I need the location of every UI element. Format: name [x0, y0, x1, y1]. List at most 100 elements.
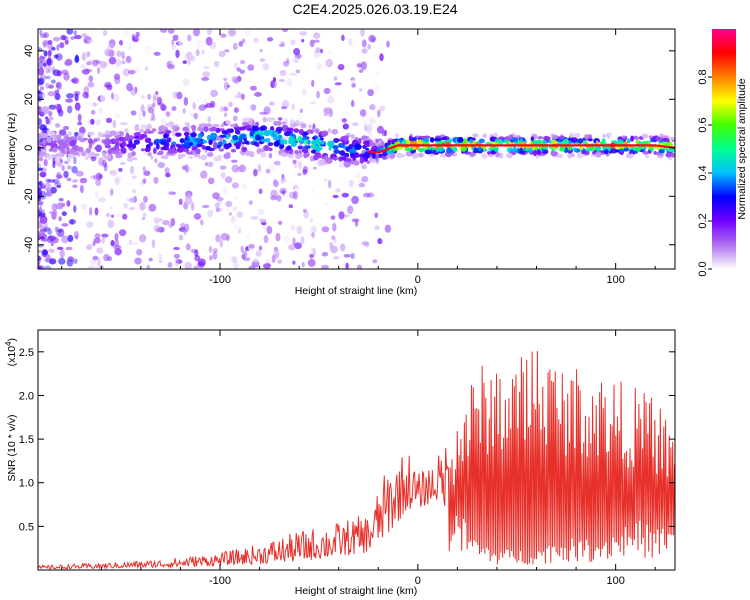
spectrogram-blob — [494, 146, 499, 153]
spectrogram-blob — [223, 112, 228, 117]
spectrogram-blob — [38, 196, 41, 202]
spectrogram-blob — [361, 175, 369, 183]
spectrogram-blob — [429, 137, 435, 143]
spectrogram-blob — [52, 147, 58, 153]
spectrogram-blob — [158, 253, 163, 261]
spectrogram-blob — [630, 135, 634, 142]
spectrogram-blob — [75, 170, 84, 177]
spectrogram-blob — [161, 52, 169, 59]
spectrogram-blob — [294, 242, 302, 250]
spectrogram-blob — [327, 140, 335, 148]
spectrogram-blob — [177, 153, 182, 160]
spectrogram-blob — [64, 39, 69, 45]
spectrogram-chart: -100 0 100 -40 -20 0 20 40 Height of straight l… — [6, 28, 748, 297]
spectrogram-blob — [277, 259, 283, 264]
spectrogram-blob — [105, 213, 111, 217]
spectrogram-blob — [273, 160, 281, 166]
spectrogram-blob — [408, 135, 413, 142]
spectrogram-blob — [253, 37, 259, 43]
spectrogram-blob — [183, 52, 192, 61]
spectrogram-blob — [247, 64, 255, 71]
spectrogram-blob — [187, 156, 194, 159]
spectrogram-blob — [238, 41, 244, 47]
spectrogram-blob — [58, 257, 66, 265]
spectrogram-blob — [441, 137, 447, 141]
spectrogram-blob — [286, 78, 293, 87]
spectrogram-blob — [48, 105, 57, 111]
spectrogram-blob — [100, 94, 107, 103]
spectrogram-blob — [62, 125, 70, 131]
spectrogram-blob — [286, 145, 292, 151]
spectrogram-blob — [338, 160, 345, 169]
spectrogram-blob — [139, 234, 147, 243]
spectrogram-blob — [66, 177, 72, 182]
spectrogram-xlabel: Height of straight line (km) — [295, 285, 418, 297]
spectrogram-blob — [66, 165, 72, 170]
spectrogram-blob — [71, 165, 78, 174]
spectrogram-blob — [43, 158, 48, 167]
spectrogram-blob — [142, 166, 146, 173]
spectrogram-blob — [232, 115, 238, 122]
spectrogram-blob — [67, 256, 74, 263]
spectrogram-blob — [232, 261, 239, 269]
spectrogram-blob — [333, 149, 340, 154]
spectrogram-blob — [81, 33, 88, 38]
spectrogram-blob — [367, 132, 373, 136]
spectrogram-blob — [340, 243, 346, 252]
spectrogram-blob — [54, 182, 62, 187]
spectrogram-blob — [47, 43, 54, 50]
spectrogram-blob — [358, 138, 362, 144]
spectrogram-blob — [358, 69, 364, 73]
spectrogram-blob — [537, 136, 544, 140]
spectrogram-blob — [187, 60, 191, 65]
spectrogram-blob — [366, 160, 370, 164]
spectrogram-blob — [71, 77, 79, 84]
spectrogram-blob — [97, 66, 101, 75]
spectrogram-blob — [230, 215, 236, 223]
spectrogram-blob — [113, 113, 121, 118]
spectrogram-blob — [130, 87, 137, 96]
spectrogram-blob — [260, 125, 268, 131]
spectrogram-blob — [298, 160, 302, 170]
spectrogram-blob — [149, 117, 156, 122]
spectrogram-blob — [106, 84, 113, 91]
spectrogram-blob — [487, 151, 491, 155]
spectrogram-blob — [140, 95, 145, 100]
spectrogram-blob — [227, 253, 232, 260]
spectrogram-blob — [148, 203, 157, 212]
spectrogram-blob — [330, 215, 336, 220]
spectrogram-blob — [156, 152, 164, 156]
spectrogram-blob — [87, 153, 92, 159]
spectrogram-blob — [220, 33, 227, 38]
spectrogram-blob — [360, 29, 365, 37]
spectrogram-blob — [209, 255, 213, 261]
spectrogram-blob — [97, 131, 102, 138]
spectrogram-blob — [158, 126, 163, 133]
spectrogram-blob — [494, 138, 500, 142]
spectrogram-blob — [115, 59, 122, 67]
spectrogram-blob — [55, 123, 61, 128]
spectrogram-blob — [320, 48, 323, 54]
spectrogram-blob — [60, 34, 67, 41]
spectrogram-blob — [73, 258, 78, 264]
spectrogram-blob — [47, 154, 52, 161]
spectrogram-blob — [351, 195, 359, 205]
spectrogram-blob — [146, 125, 152, 130]
spectrogram-blob — [143, 195, 148, 203]
spectrogram-blob — [66, 200, 71, 207]
spectrogram-blob — [137, 135, 144, 141]
spectrogram-blob — [381, 152, 387, 157]
spectrogram-blob — [374, 212, 379, 219]
spectrogram-blob — [274, 131, 278, 136]
spectrogram-blob — [319, 137, 324, 141]
spectrogram-blob — [469, 139, 473, 144]
spectrogram-blob — [114, 175, 122, 183]
spectrogram-blob — [388, 152, 396, 159]
spectrogram-blob — [350, 134, 356, 139]
spectrogram-blob — [160, 155, 168, 160]
spectrogram-blob — [178, 38, 185, 47]
spectrogram-blob — [63, 170, 69, 179]
spectrogram-blob — [140, 104, 145, 113]
spectrogram-blob — [279, 69, 287, 77]
spectrogram-blob — [377, 109, 381, 118]
